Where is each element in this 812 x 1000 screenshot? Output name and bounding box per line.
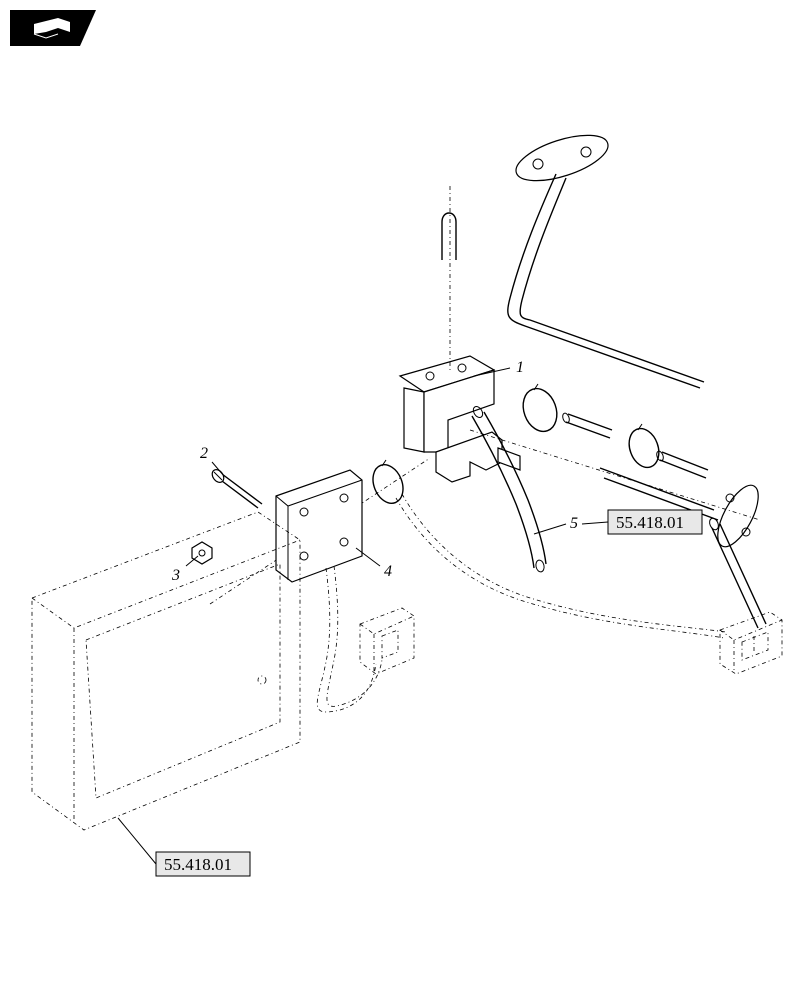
snap-ring-2 <box>624 424 664 472</box>
parts-diagram: 1 2 3 4 5 55.418.01 55.418.01 <box>0 0 812 1000</box>
ref-label-b: 55.418.01 <box>164 855 232 874</box>
axis-line-2 <box>470 430 760 520</box>
connector-right <box>720 612 782 674</box>
callout-5-label: 5 <box>570 515 578 532</box>
clamp-arm <box>400 356 520 482</box>
screw <box>210 467 262 508</box>
pin-segment-a <box>561 412 612 438</box>
harness-tube <box>471 405 546 573</box>
display-unit <box>32 512 300 830</box>
callout-3: 3 <box>171 556 198 584</box>
callout-2: 2 <box>200 445 224 476</box>
left-ring <box>368 460 409 508</box>
callout-4-label: 4 <box>384 563 392 580</box>
ref-label-a: 55.418.01 <box>616 513 684 532</box>
support-arm <box>454 126 704 388</box>
u-loop <box>442 213 456 260</box>
mount-plate <box>276 470 362 582</box>
callout-1-label: 1 <box>516 359 524 376</box>
callout-2-label: 2 <box>200 445 208 462</box>
ref-box-left: 55.418.01 <box>118 818 250 876</box>
hand-icon <box>10 10 96 46</box>
ref-box-right: 55.418.01 <box>582 510 702 534</box>
pin-segment-b <box>655 450 708 478</box>
cable-left <box>317 566 382 712</box>
callout-3-label: 3 <box>171 567 180 584</box>
callout-5: 5 <box>534 515 578 534</box>
connector-left <box>360 608 414 674</box>
snap-ring-1 <box>517 384 562 436</box>
nut <box>192 542 212 564</box>
